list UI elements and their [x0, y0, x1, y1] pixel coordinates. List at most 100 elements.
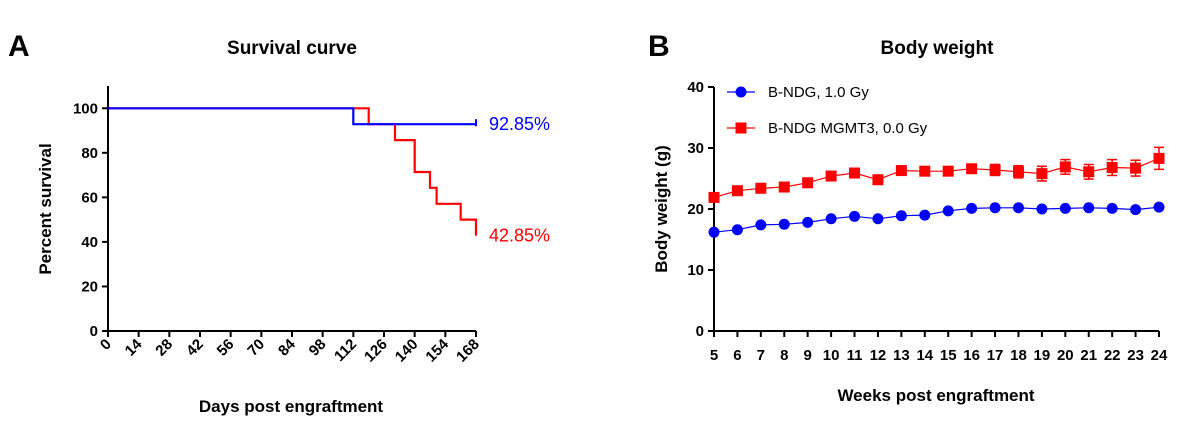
data-point-square [872, 174, 884, 186]
data-point-circle [966, 202, 978, 214]
x-tick-label: 14 [916, 347, 933, 364]
data-point-circle [1106, 202, 1118, 214]
x-tick-label: 15 [940, 347, 957, 364]
x-tick-label: 19 [1034, 347, 1051, 364]
body-weight-x-axis-title: Weeks post engraftment [837, 386, 1034, 405]
y-tick-label: 10 [687, 262, 704, 279]
data-point-square [731, 185, 743, 197]
legend-label: B-NDG, 1.0 Gy [768, 84, 869, 101]
survival-chart: 0 20 40 60 80 100 0 14 28 42 56 70 84 98 112 126 140 154 1… [73, 86, 550, 366]
x-tick-label: 7 [757, 347, 765, 364]
x-tick-label: 8 [780, 347, 788, 364]
x-tick-label: 6 [733, 347, 741, 364]
x-tick-label: 21 [1080, 347, 1097, 364]
data-point-circle [1012, 202, 1024, 214]
y-tick-label: 0 [90, 323, 98, 340]
y-tick-label: 0 [696, 323, 704, 340]
data-point-square [802, 177, 814, 189]
x-tick-label: 23 [1127, 347, 1144, 364]
data-point-circle [872, 213, 884, 225]
data-point-circle [708, 226, 720, 238]
y-tick-label: 100 [73, 100, 98, 117]
body-weight-y-axis-title: Body weight (g) [652, 145, 671, 272]
data-point-square [1083, 166, 1095, 178]
data-point-square [755, 182, 767, 194]
x-tick-label: 5 [710, 347, 718, 364]
data-point-circle [1036, 203, 1048, 215]
data-point-square [895, 165, 907, 177]
data-point-circle [825, 213, 837, 225]
data-point-square [1130, 162, 1142, 174]
y-tick-label: 60 [81, 189, 98, 206]
data-point-square [989, 164, 1001, 176]
x-tick-label: 10 [823, 347, 840, 364]
y-tick-label: 20 [687, 201, 704, 218]
data-point-circle [989, 202, 1001, 214]
data-point-square [966, 163, 978, 175]
data-point-square [708, 191, 720, 203]
body-weight-chart: 0 10 20 30 40 5 6 7 8 9 10 11 12 13 14 15 16 17 18 19 20 21 22… [687, 79, 1168, 364]
data-point-circle [942, 205, 954, 217]
x-tick-label: 22 [1104, 347, 1121, 364]
data-point-square [1012, 166, 1024, 178]
data-point-circle [755, 219, 767, 231]
x-tick-label: 20 [1057, 347, 1074, 364]
x-tick-label: 0 [97, 336, 115, 354]
survival-curve-series-0 [108, 107, 476, 126]
survival-end-label: 42.85% [489, 226, 550, 246]
x-tick-label: 16 [963, 347, 980, 364]
data-point-square [942, 165, 954, 177]
legend-label: B-NDG MGMT3, 0.0 Gy [768, 120, 928, 137]
x-tick-label: 18 [1010, 347, 1027, 364]
x-tick-label: 154 [422, 335, 452, 365]
data-point-square [778, 181, 790, 193]
data-point-circle [778, 218, 790, 230]
y-tick-label: 40 [81, 234, 98, 251]
x-tick-label: 42 [183, 336, 207, 360]
panel-b-letter: B [648, 30, 670, 63]
data-point-circle [1130, 204, 1142, 216]
x-tick-label: 70 [244, 336, 268, 360]
x-tick-label: 84 [275, 335, 299, 359]
panel-a-letter: A [8, 30, 30, 63]
data-point-square [849, 167, 861, 179]
x-tick-label: 168 [453, 336, 483, 366]
x-tick-label: 11 [847, 347, 863, 364]
y-tick-label: 40 [687, 79, 704, 96]
data-point-square [825, 170, 837, 182]
data-point-square [1036, 168, 1048, 180]
data-point-square [1059, 161, 1071, 173]
data-point-circle [1083, 202, 1095, 214]
data-point-circle [919, 209, 931, 221]
x-tick-label: 98 [306, 336, 330, 360]
data-point-square [1153, 152, 1165, 164]
x-tick-label: 14 [122, 335, 146, 359]
y-tick-label: 20 [81, 278, 98, 295]
x-tick-label: 13 [893, 347, 910, 364]
data-point-circle [1059, 202, 1071, 214]
x-tick-label: 112 [331, 336, 360, 365]
survival-x-axis-title: Days post engraftment [199, 397, 384, 416]
legend-marker-circle [735, 86, 747, 98]
data-point-square [1106, 162, 1118, 174]
x-tick-label: 28 [152, 336, 176, 360]
x-tick-label: 9 [804, 347, 812, 364]
data-point-circle [895, 210, 907, 222]
survival-chart-title: Survival curve [227, 38, 357, 59]
survival-y-axis-title: Percent survival [36, 143, 55, 274]
body-weight-chart-title: Body weight [881, 38, 995, 59]
x-tick-label: 17 [987, 347, 1004, 364]
x-tick-label: 56 [214, 336, 238, 360]
data-point-circle [802, 216, 814, 228]
y-tick-label: 30 [687, 140, 704, 157]
legend-marker-square [735, 122, 747, 134]
data-point-circle [731, 224, 743, 236]
x-tick-label: 12 [870, 347, 887, 364]
x-tick-label: 126 [361, 336, 391, 366]
data-point-circle [1153, 201, 1165, 213]
y-tick-label: 80 [81, 145, 98, 162]
survival-end-label: 92.85% [489, 114, 550, 134]
survival-curve-series-1 [108, 107, 478, 236]
data-point-square [919, 165, 931, 177]
